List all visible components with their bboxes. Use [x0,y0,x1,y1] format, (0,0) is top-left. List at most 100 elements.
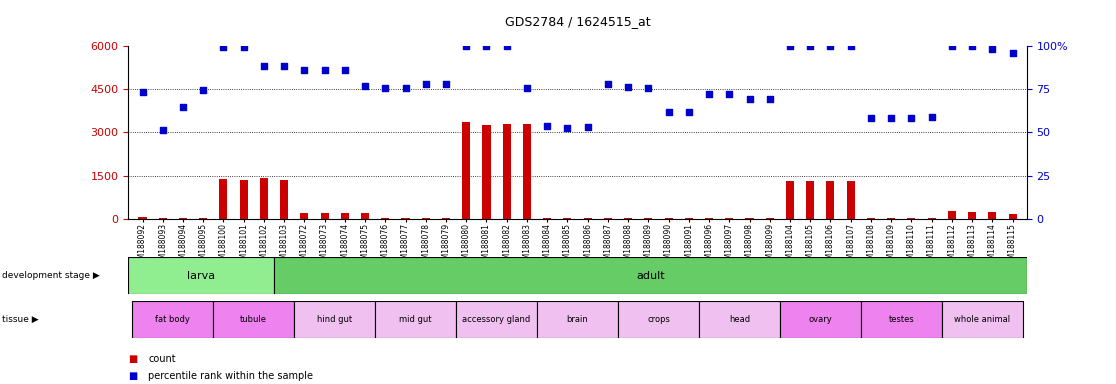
Bar [624,218,632,219]
Point [741,96,759,102]
Bar [947,211,956,219]
Text: ■: ■ [128,354,137,364]
Text: brain: brain [567,315,588,324]
Bar [644,218,653,219]
Point [296,66,314,73]
Bar [402,218,410,219]
Point [963,43,981,49]
Bar [989,212,997,219]
Bar [887,218,895,219]
Bar [442,218,450,219]
Bar [482,125,491,219]
Point [234,44,252,50]
Bar [705,218,713,219]
Text: tubule: tubule [240,315,268,324]
Text: development stage ▶: development stage ▶ [2,271,100,280]
Point [417,81,435,87]
Bar [867,218,875,219]
Bar [456,301,537,338]
Bar [780,301,860,338]
Point [518,84,536,91]
Text: accessory gland: accessory gland [462,315,531,324]
Bar [213,301,295,338]
Bar [827,181,835,219]
Point [619,84,637,90]
Bar [260,178,268,219]
Point [903,115,921,121]
Point [883,115,901,121]
Text: mid gut: mid gut [400,315,432,324]
Bar [543,218,551,219]
Bar [1009,214,1017,219]
Bar [806,181,815,219]
Bar [422,218,430,219]
Point [599,81,617,87]
Bar [275,257,1027,294]
Point [336,66,354,73]
Point [316,66,334,73]
Point [478,43,496,49]
Bar [240,180,248,219]
Bar [295,301,375,338]
Bar [280,180,288,219]
Text: testes: testes [888,315,914,324]
Point [154,126,172,132]
Bar [725,218,733,219]
Bar [968,212,976,219]
Bar [128,257,275,294]
Point [174,104,192,110]
Text: head: head [729,315,750,324]
Bar [375,301,456,338]
Point [458,43,475,49]
Text: tissue ▶: tissue ▶ [2,315,39,324]
Text: whole animal: whole animal [954,315,1010,324]
Text: count: count [148,354,176,364]
Point [639,85,657,91]
Text: larva: larva [187,270,215,281]
Point [579,124,597,130]
Bar [462,121,470,219]
Point [276,63,294,70]
Bar [745,218,753,219]
Point [194,86,212,93]
Point [660,109,677,115]
Point [214,44,232,50]
Text: hind gut: hind gut [317,315,353,324]
Bar [537,301,618,338]
Point [1003,50,1021,56]
Bar [133,301,213,338]
Point [437,81,455,87]
Bar [362,214,369,219]
Point [801,43,819,49]
Bar [907,218,915,219]
Point [923,114,941,120]
Point [700,91,718,97]
Bar [664,218,673,219]
Point [396,84,414,91]
Bar [766,218,773,219]
Bar [604,218,612,219]
Point [821,43,839,49]
Point [376,85,394,91]
Bar [340,213,349,219]
Bar [685,218,693,219]
Bar [618,301,699,338]
Text: ovary: ovary [808,315,833,324]
Point [781,43,799,49]
Text: percentile rank within the sample: percentile rank within the sample [148,371,314,381]
Point [720,91,738,97]
Text: ■: ■ [128,371,137,381]
Bar [179,218,187,219]
Bar [382,218,389,219]
Bar [564,218,571,219]
Point [862,115,879,121]
Bar [158,218,166,219]
Point [134,89,152,95]
Text: adult: adult [636,270,665,281]
Point [356,83,374,89]
Bar [523,124,531,219]
Point [943,43,961,49]
Bar [300,213,308,219]
Point [254,63,272,70]
Text: GDS2784 / 1624515_at: GDS2784 / 1624515_at [504,15,651,28]
